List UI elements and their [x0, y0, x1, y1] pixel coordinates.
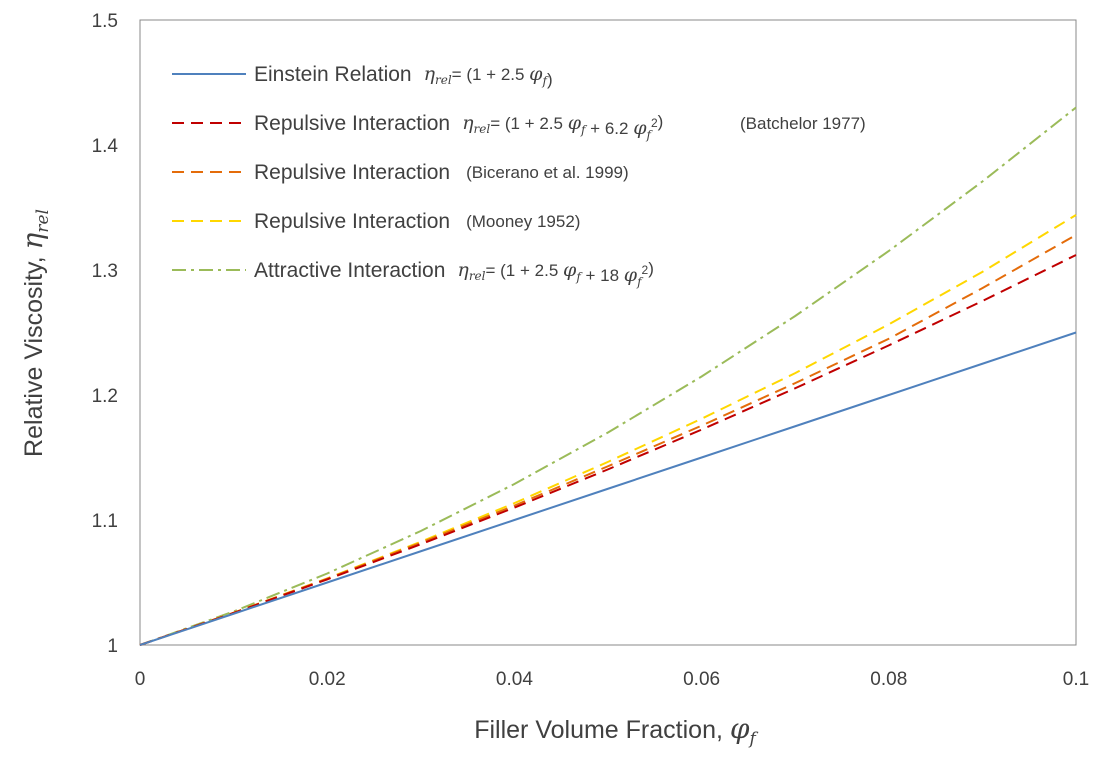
y-tick-label: 1.2 [92, 386, 118, 407]
y-tick-label: 1.1 [92, 511, 118, 532]
x-tick-label: 0.04 [496, 669, 533, 690]
legend-formula-2: ηrel= (1 + 2.5 φf + 6.2 φf2) [462, 112, 663, 142]
y-tick-label: 1 [107, 636, 118, 657]
legend: Einstein Relation ηrel= (1 + 2.5 φf) Repul… [172, 63, 866, 289]
legend-citation-2: (Batchelor 1977) [740, 114, 866, 133]
legend-label-3: Repulsive Interaction [254, 161, 450, 184]
x-tick-label: 0.02 [309, 669, 346, 690]
y-axis-title-subscript: rel [33, 209, 53, 233]
y-tick-label: 1.4 [92, 136, 119, 157]
x-axis-title-symbol: φ [730, 712, 750, 745]
x-tick-label: 0.08 [870, 669, 907, 690]
series-line-3 [139, 234, 1077, 646]
y-axis-title-symbol: η [16, 232, 49, 249]
legend-label-5: Attractive Interaction [254, 259, 445, 282]
y-tick-label: 1.5 [92, 11, 118, 32]
series-line-2 [139, 254, 1077, 646]
y-tick-label: 1.3 [92, 261, 118, 282]
legend-citation-4: (Mooney 1952) [466, 212, 580, 231]
x-axis-title: Filler Volume Fraction, φf [474, 712, 758, 749]
x-tick-label: 0.1 [1063, 669, 1089, 690]
legend-formula-5: ηrel= (1 + 2.5 φf + 18 φf2) [457, 259, 653, 289]
y-axis-title: Relative Viscosity, ηrel [16, 209, 53, 457]
legend-label-4: Repulsive Interaction [254, 210, 450, 233]
y-axis-title-text: Relative Viscosity, [20, 249, 48, 456]
series-line-5 [139, 106, 1077, 646]
x-axis-title-subscript: f [747, 729, 758, 749]
series-line-4 [139, 214, 1077, 646]
legend-label-2: Repulsive Interaction [254, 112, 450, 135]
x-tick-label: 0 [135, 669, 146, 690]
x-tick-label: 0.06 [683, 669, 720, 690]
x-axis-title-text: Filler Volume Fraction, [474, 716, 730, 744]
series-line-1 [139, 331, 1077, 646]
legend-citation-3: (Bicerano et al. 1999) [466, 163, 629, 182]
legend-formula-1: ηrel= (1 + 2.5 φf) [424, 63, 553, 89]
series-layer [139, 106, 1077, 646]
tick-layer: 0 0.02 0.04 0.06 0.08 0.1 1 1.1 1.2 1.3 1.4 1.5 [92, 11, 1090, 690]
legend-label-1: Einstein Relation [254, 63, 412, 86]
